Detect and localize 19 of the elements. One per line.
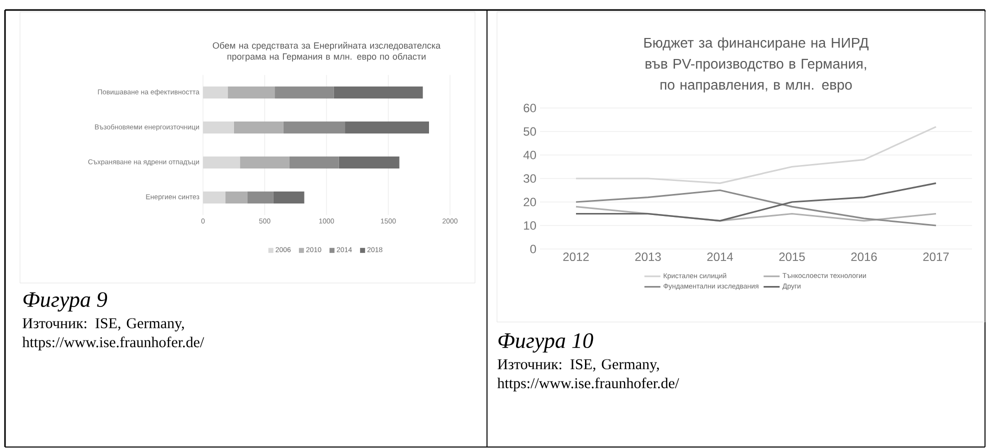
y-tick-label: 50	[524, 127, 536, 136]
y-tick-label: 40	[523, 150, 536, 160]
y-tick-label: 10	[524, 221, 536, 230]
x-tick-label: 2013	[635, 252, 661, 262]
chart-title: Бюджет за финансиране на НИРД във PV-производство в Германия, по направления, в млн. евро	[644, 37, 869, 92]
text: Източник: ISE, Germany, https://www.ise.fraunhofer.de/	[497, 359, 680, 392]
chart-title: Обем на средствата за Енергийната изследователска програма на Германия в млн. евро по области	[212, 42, 441, 62]
y-tick-label: 30	[524, 174, 536, 183]
text: Източник: ISE, Germany, https://www.ise.fraunhofer.de/	[22, 318, 204, 350]
x-tick-label: 2017	[923, 252, 949, 262]
x-tick-label: 2014	[707, 252, 733, 262]
x-tick-label: 2016	[851, 252, 877, 262]
y-tick-label: 0	[530, 244, 536, 254]
x-tick-label: 2015	[779, 252, 805, 262]
y-tick-label: 20	[524, 198, 536, 206]
y-tick-label: 60	[524, 104, 536, 112]
text: Фигура 9	[23, 292, 108, 312]
x-tick-label: 2012	[563, 252, 589, 262]
text: Фигура 10	[498, 333, 594, 353]
